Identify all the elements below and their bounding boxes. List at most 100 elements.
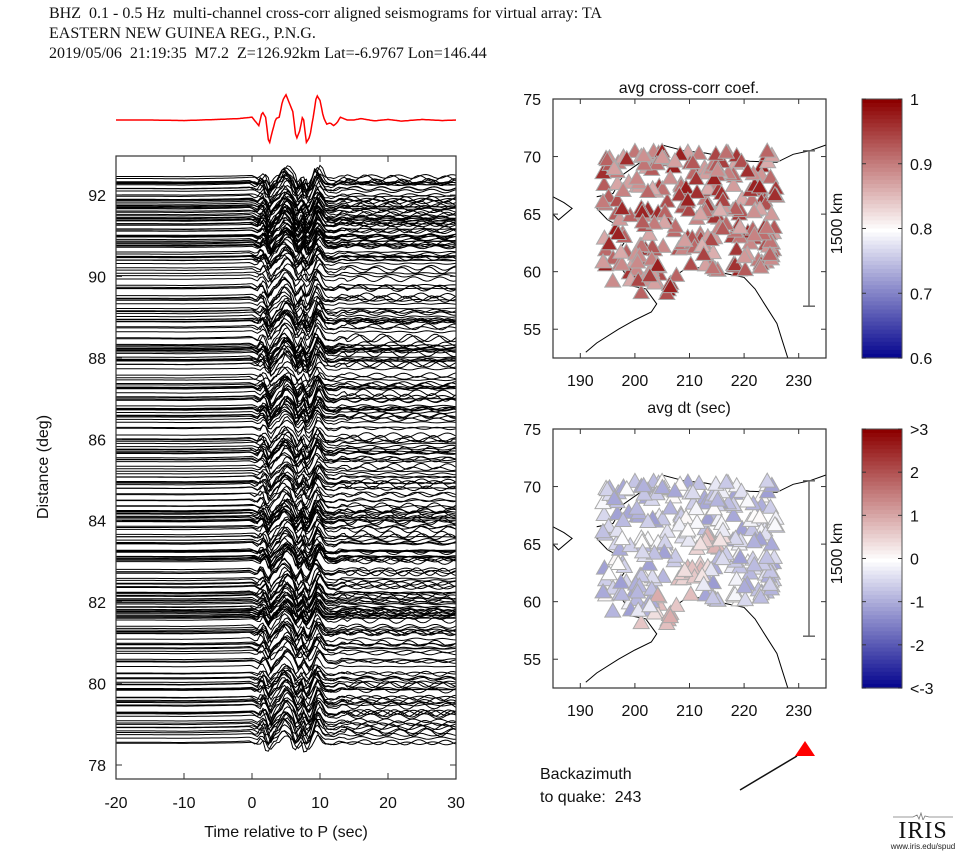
colorbar-step <box>862 309 902 315</box>
seismogram-trace <box>116 569 456 588</box>
seismogram-trace <box>116 499 456 521</box>
colorbar-step <box>862 445 902 450</box>
station-triangle <box>653 478 672 495</box>
station-triangle <box>628 253 647 269</box>
y-tick-label: 65 <box>523 207 541 224</box>
seismogram-trace <box>116 541 456 563</box>
seismogram-trace <box>116 403 456 428</box>
seismogram-trace <box>116 689 456 714</box>
colorbar-step <box>862 675 902 681</box>
colorbar-step <box>862 256 902 262</box>
coastline <box>596 474 827 528</box>
colorbar-step <box>862 582 902 588</box>
seismogram-trace <box>116 593 456 610</box>
station-triangle <box>717 473 736 489</box>
seismogram-trace <box>116 481 456 507</box>
seismogram-trace <box>116 510 456 531</box>
seismogram-trace <box>116 395 456 423</box>
colorbar-step <box>862 655 902 661</box>
colorbar-step <box>862 526 902 531</box>
station-triangle <box>667 596 686 612</box>
seismogram-trace <box>116 253 456 272</box>
station-triangle <box>687 169 706 186</box>
colorbar-step <box>862 293 902 298</box>
station-triangle <box>628 583 647 599</box>
station-triangle <box>757 218 776 234</box>
station-triangle <box>736 260 755 277</box>
colorbar-step <box>862 252 902 258</box>
colorbar-tick-label: 0.7 <box>910 286 932 303</box>
seismogram-trace <box>116 591 456 610</box>
station-triangle <box>713 549 732 566</box>
seismogram-trace <box>116 438 456 454</box>
station-triangle <box>705 169 723 186</box>
stacked-beam-trace <box>116 93 457 145</box>
colorbar-step <box>862 639 902 645</box>
y-tick-label: 60 <box>523 265 541 282</box>
seismogram-trace <box>116 581 456 611</box>
colorbar-step <box>862 441 902 446</box>
colorbar-step <box>862 260 902 266</box>
seismogram-trace <box>116 599 456 623</box>
station-triangle <box>757 548 776 564</box>
colorbar-tick-label: 0.9 <box>910 157 932 174</box>
seismogram-trace <box>116 227 456 242</box>
colorbar-step <box>862 285 902 290</box>
station-triangle <box>690 144 708 160</box>
x-tick-label: 220 <box>731 703 758 720</box>
seismogram-trace <box>116 663 456 684</box>
colorbar-step <box>862 353 902 359</box>
station-triangle <box>758 142 777 158</box>
seismogram-trace <box>116 387 456 413</box>
colorbar-step <box>862 277 902 282</box>
colorbar-step <box>862 627 902 632</box>
seismogram-trace <box>116 607 456 631</box>
colorbar-step <box>862 574 902 580</box>
y-tick-label: 75 <box>523 422 541 439</box>
colorbar-step <box>862 192 902 197</box>
seismogram-trace <box>116 428 456 449</box>
station-triangle <box>670 185 689 202</box>
colorbar-step <box>862 188 902 193</box>
x-tick-label: 20 <box>379 795 397 812</box>
colorbar-step <box>862 212 902 217</box>
station-triangle <box>594 493 612 510</box>
seismogram-trace <box>116 352 456 374</box>
station-triangle <box>761 575 779 591</box>
colorbar-step <box>862 651 902 657</box>
station-triangle <box>667 266 686 282</box>
seismogram-trace <box>116 717 456 745</box>
seismogram-trace <box>116 537 456 563</box>
seismogram-trace <box>116 192 456 217</box>
station-triangle <box>629 601 648 617</box>
seismogram-trace <box>116 566 456 596</box>
station-triangle <box>687 499 706 516</box>
seismogram-trace <box>116 598 456 614</box>
colorbar-step <box>862 542 902 547</box>
station-triangle <box>738 162 757 178</box>
station-triangle <box>708 161 727 177</box>
seismogram-trace <box>116 670 456 698</box>
station-triangle <box>609 554 628 571</box>
colorbar-cross-corr: 1 0.9 0.8 0.7 0.6 <box>861 92 932 368</box>
seismogram-trace <box>116 267 456 283</box>
colorbar-step <box>862 200 902 205</box>
station-triangle <box>705 499 723 516</box>
colorbar-step <box>862 111 902 116</box>
iris-logo[interactable]: IRIS www.iris.edu/spud <box>878 812 968 862</box>
station-triangle <box>648 256 667 272</box>
seismogram-trace <box>116 365 456 389</box>
seismogram-trace <box>116 645 456 660</box>
seismogram-trace <box>116 525 456 546</box>
colorbar-step <box>862 546 902 552</box>
seismogram-trace <box>116 415 456 440</box>
x-tick-label: 0 <box>248 795 257 812</box>
seismogram-trace <box>116 249 456 271</box>
colorbar-step <box>862 208 902 213</box>
seismogram-trace <box>116 406 456 426</box>
colorbar-step <box>862 268 902 274</box>
y-tick-label: 90 <box>88 269 106 286</box>
seismogram-trace <box>116 340 456 364</box>
seismogram-trace <box>116 322 456 341</box>
seismogram-trace <box>116 635 456 654</box>
